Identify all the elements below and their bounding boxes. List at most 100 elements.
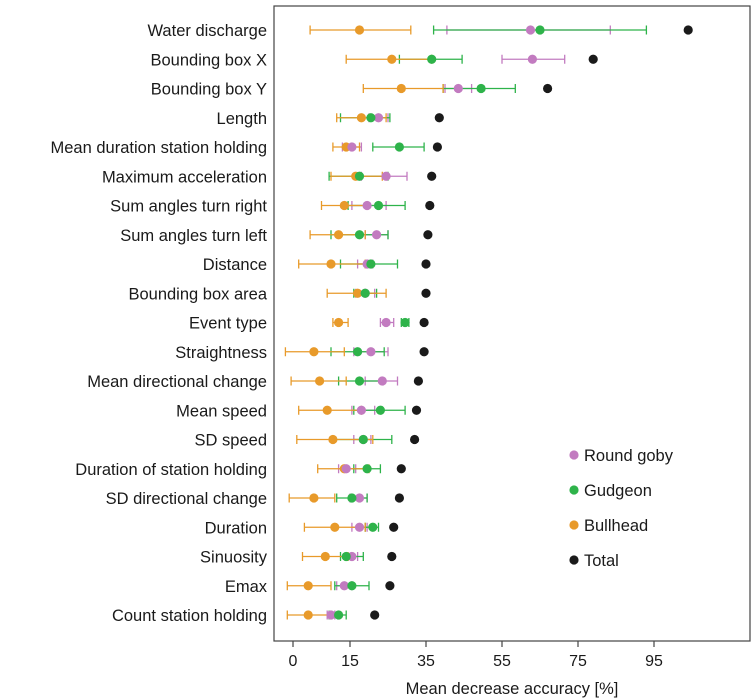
point-round-goby-bounding-box-x xyxy=(527,54,538,64)
point-total-sd-directional-change xyxy=(394,493,404,503)
point-round-goby-bounding-box-y xyxy=(453,83,463,94)
legend-label-total: Total xyxy=(584,552,619,570)
point-bullhead-length xyxy=(356,113,366,123)
point-gudgeon-mean-directional-change xyxy=(354,376,365,386)
point-total-bounding-box-area xyxy=(421,288,431,298)
category-label-mean-directional-change: Mean directional change xyxy=(87,373,267,391)
category-label-straightness: Straightness xyxy=(175,344,267,362)
legend-marker-gudgeon xyxy=(569,485,579,495)
point-total-duration-of-station-holding xyxy=(396,464,406,474)
point-total-duration xyxy=(389,522,399,532)
point-bullhead-duration xyxy=(330,522,340,532)
point-gudgeon-sd-directional-change xyxy=(347,493,357,503)
category-labels: Water discharge Bounding box X Bounding bo… xyxy=(51,22,268,625)
point-bullhead-mean-speed xyxy=(322,405,332,415)
point-total-bounding-box-x xyxy=(588,54,598,64)
point-gudgeon-mean-speed xyxy=(375,405,385,415)
category-label-duration: Duration xyxy=(205,519,267,537)
legend-marker-total xyxy=(569,555,579,565)
data-points xyxy=(303,25,693,620)
point-gudgeon-straightness xyxy=(353,347,363,357)
point-bullhead-straightness xyxy=(309,347,319,357)
point-total-water-discharge xyxy=(683,25,693,35)
point-bullhead-bounding-box-x xyxy=(387,54,397,64)
point-bullhead-sd-speed xyxy=(328,434,338,445)
x-tick-label-35: 35 xyxy=(417,653,435,670)
point-round-goby-emax xyxy=(339,581,349,591)
plot-frame xyxy=(273,5,751,642)
x-tick-label-75: 75 xyxy=(569,653,587,670)
point-round-goby-count-station-holding xyxy=(326,610,336,620)
point-total-mean-speed xyxy=(411,405,422,415)
point-total-mean-duration-station-holding xyxy=(432,142,442,152)
point-bullhead-count-station-holding xyxy=(303,610,313,620)
point-gudgeon-duration xyxy=(368,522,378,532)
point-gudgeon-bounding-box-x xyxy=(427,54,437,64)
point-bullhead-sd-directional-change xyxy=(309,493,319,503)
point-gudgeon-length xyxy=(366,113,376,123)
category-label-duration-of-station-holding: Duration of station holding xyxy=(75,461,267,479)
point-bullhead-bounding-box-area xyxy=(353,288,363,298)
legend-item-round-goby: Round goby xyxy=(569,447,674,465)
point-gudgeon-distance xyxy=(366,259,376,269)
category-label-mean-speed: Mean speed xyxy=(176,402,267,420)
point-bullhead-sinuosity xyxy=(320,551,330,562)
point-gudgeon-sinuosity xyxy=(341,551,351,562)
point-bullhead-distance xyxy=(326,259,336,269)
point-bullhead-emax xyxy=(303,581,313,591)
legend-label-bullhead: Bullhead xyxy=(584,517,648,535)
point-gudgeon-count-station-holding xyxy=(334,610,344,620)
category-label-event-type: Event type xyxy=(189,315,267,333)
point-bullhead-bounding-box-y xyxy=(396,83,406,94)
point-total-event-type xyxy=(419,317,429,328)
legend-item-total: Total xyxy=(569,552,619,570)
point-round-goby-mean-duration-station-holding xyxy=(347,142,357,152)
point-gudgeon-mean-duration-station-holding xyxy=(394,142,404,152)
point-gudgeon-event-type xyxy=(400,317,410,328)
category-label-maximum-acceleration: Maximum acceleration xyxy=(102,168,267,186)
legend-marker-bullhead xyxy=(569,520,579,530)
legend-label-gudgeon: Gudgeon xyxy=(584,482,652,500)
x-tick-label-0: 0 xyxy=(289,653,298,670)
category-label-distance: Distance xyxy=(203,256,267,274)
point-total-sinuosity xyxy=(387,551,397,562)
category-label-bounding-box-area: Bounding box area xyxy=(128,285,267,303)
point-round-goby-water-discharge xyxy=(525,25,536,35)
point-round-goby-straightness xyxy=(366,347,376,357)
legend-item-bullhead: Bullhead xyxy=(569,517,648,535)
point-round-goby-duration-of-station-holding xyxy=(341,464,351,474)
x-tick-label-55: 55 xyxy=(493,653,511,670)
x-axis-title: Mean decrease accuracy [%] xyxy=(406,680,619,698)
legend: Round goby Gudgeon Bullhead Total xyxy=(569,447,674,570)
x-axis: 0 15 35 55 75 95 xyxy=(289,641,663,670)
point-total-bounding-box-y xyxy=(543,83,553,94)
legend-label-round-goby: Round goby xyxy=(584,447,674,465)
legend-item-gudgeon: Gudgeon xyxy=(569,482,652,500)
point-gudgeon-maximum-acceleration xyxy=(354,171,365,181)
point-gudgeon-duration-of-station-holding xyxy=(362,464,372,474)
category-label-mean-duration-station-holding: Mean duration station holding xyxy=(51,139,267,157)
category-label-water-discharge: Water discharge xyxy=(147,22,267,40)
category-label-sum-angles-turn-left: Sum angles turn left xyxy=(120,227,267,245)
point-round-goby-duration xyxy=(354,522,365,532)
point-total-mean-directional-change xyxy=(413,376,423,386)
point-gudgeon-bounding-box-y xyxy=(476,83,486,94)
point-gudgeon-water-discharge xyxy=(535,25,545,35)
point-gudgeon-sum-angles-turn-left xyxy=(354,230,365,240)
point-gudgeon-bounding-box-area xyxy=(360,288,370,298)
point-total-length xyxy=(434,113,444,123)
category-label-bounding-box-x: Bounding box X xyxy=(150,51,267,69)
legend-marker-round-goby xyxy=(569,450,579,460)
category-label-emax: Emax xyxy=(225,578,268,596)
point-round-goby-length xyxy=(373,113,384,123)
point-gudgeon-sd-speed xyxy=(358,434,368,445)
point-bullhead-sum-angles-turn-right xyxy=(339,200,349,211)
point-total-maximum-acceleration xyxy=(427,171,437,181)
category-label-sum-angles-turn-right: Sum angles turn right xyxy=(110,198,267,216)
point-total-sum-angles-turn-left xyxy=(423,230,433,240)
point-bullhead-mean-directional-change xyxy=(315,376,325,386)
point-total-count-station-holding xyxy=(370,610,380,620)
category-label-sd-speed: SD speed xyxy=(195,432,267,450)
point-total-emax xyxy=(385,581,395,591)
